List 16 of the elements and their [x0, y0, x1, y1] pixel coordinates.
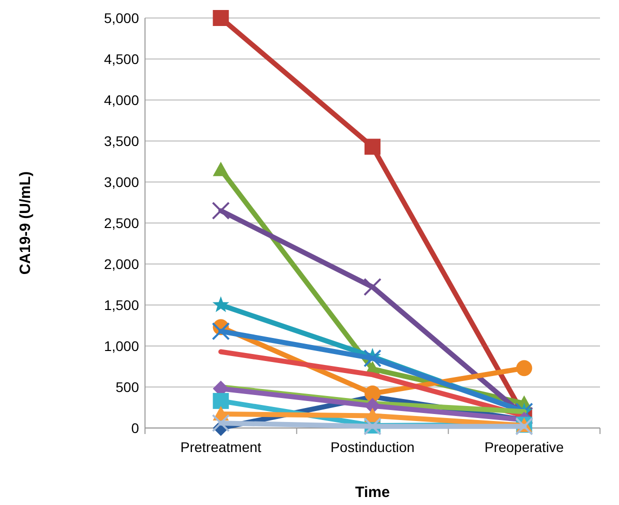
y-tick-label: 1,000: [104, 338, 140, 354]
y-axis-title: CA19-9 (U/mL): [17, 171, 34, 275]
y-tick-label: 1,500: [104, 296, 140, 313]
y-tick-label: 3,500: [104, 132, 140, 149]
x-tick-label: Preoperative: [484, 439, 564, 455]
y-tick-label: 0: [131, 420, 140, 436]
y-tick-label: 4,500: [104, 50, 140, 67]
x-axis-title: Time: [355, 484, 390, 501]
y-tick-label: 2,000: [104, 256, 140, 272]
y-tick-label: 5,000: [104, 10, 140, 26]
y-tick-label: 2,500: [104, 214, 140, 231]
y-tick-label: 4,000: [104, 92, 140, 108]
y-tick-label: 500: [116, 378, 140, 395]
x-tick-label: Pretreatment: [180, 439, 262, 455]
y-tick-label: 3,000: [104, 174, 140, 190]
x-tick-label: Postinduction: [330, 439, 415, 455]
